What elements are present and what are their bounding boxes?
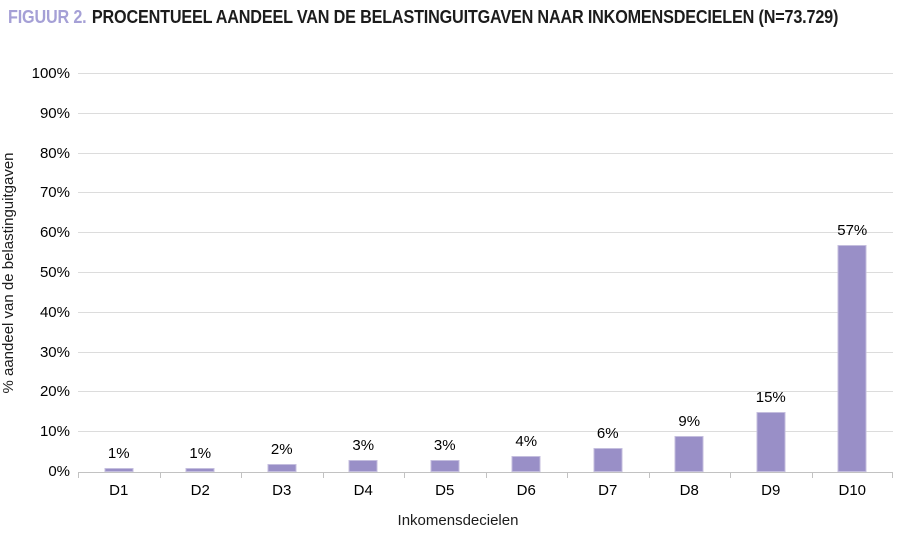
y-tick-label-70: 70% — [39, 184, 70, 202]
x-category-label-D3: D3 — [272, 482, 292, 499]
x-category-label-D2: D2 — [190, 482, 210, 499]
x-category-label-D1: D1 — [109, 482, 129, 499]
x-category-label-D5: D5 — [435, 482, 455, 499]
x-axis-title: Inkomensdecielen — [397, 512, 519, 529]
x-axis-tick — [78, 473, 79, 478]
bar-slot-D10: 57% — [812, 74, 894, 472]
gridline-50 — [78, 272, 893, 273]
x-axis-tick — [812, 473, 813, 478]
y-tick-label-100: 100% — [31, 65, 70, 82]
bar-slot-D7: 6% — [567, 74, 649, 472]
x-axis-tick — [404, 473, 405, 478]
bar-slot-D5: 3% — [404, 74, 486, 472]
bar-D1 — [104, 468, 134, 472]
x-axis-tick — [323, 473, 324, 478]
gridline-20 — [78, 391, 893, 393]
gridline-70 — [78, 192, 893, 194]
y-tick-label-10: 10% — [39, 423, 70, 441]
x-category-label-D9: D9 — [761, 482, 781, 499]
x-axis-tick — [486, 473, 487, 478]
x-category-label-D7: D7 — [598, 482, 618, 499]
gridline-30 — [78, 351, 893, 353]
bar-D3 — [267, 464, 297, 472]
bar-value-label-D10: 57% — [837, 222, 868, 239]
x-category-label-D10: D10 — [838, 482, 867, 499]
figure-title-prefix: FIGUUR 2. — [8, 7, 87, 27]
plot-area: 1% 1% 2% 3% 3% 4% 6% 9% 15% 57% — [78, 73, 894, 478]
gridline-40 — [78, 311, 893, 313]
x-category-label-D8: D8 — [679, 482, 699, 499]
x-axis-tick — [730, 473, 731, 478]
x-category-label-D6: D6 — [516, 482, 536, 499]
bar-slot-D1: 1% — [78, 74, 160, 472]
bar-value-label-D4: 3% — [352, 437, 375, 454]
x-axis-tick — [892, 473, 893, 478]
y-tick-label-50: 50% — [39, 264, 70, 281]
bar-value-label-D2: 1% — [189, 445, 212, 462]
y-tick-label-60: 60% — [39, 224, 70, 242]
bar-slot-D3: 2% — [241, 74, 323, 472]
y-tick-label-0: 0% — [48, 463, 70, 480]
bar-slot-D9: 15% — [730, 74, 812, 472]
bar-D9 — [756, 412, 786, 472]
bar-slot-D4: 3% — [323, 74, 405, 472]
figure-title: FIGUUR 2. PROCENTUEEL AANDEEL VAN DE BELA… — [8, 7, 838, 28]
bar-D8 — [674, 436, 704, 472]
bar-D7 — [593, 448, 623, 472]
gridline-90 — [78, 112, 893, 114]
gridline-60 — [78, 232, 893, 234]
y-tick-label-80: 80% — [39, 144, 70, 162]
bar-slot-D2: 1% — [160, 74, 242, 472]
bar-D2 — [185, 468, 215, 472]
x-axis-tick — [160, 473, 161, 478]
y-tick-label-90: 90% — [39, 104, 70, 122]
gridline-10 — [78, 431, 893, 433]
bar-value-label-D8: 9% — [678, 413, 701, 430]
y-tick-label-20: 20% — [39, 383, 70, 401]
bar-value-label-D3: 2% — [270, 441, 293, 458]
y-tick-label-30: 30% — [39, 343, 70, 361]
gridline-100 — [78, 73, 893, 74]
x-axis-tick — [649, 473, 650, 478]
y-tick-label-40: 40% — [39, 303, 70, 321]
bar-D4 — [348, 460, 378, 472]
x-category-label-D4: D4 — [353, 482, 373, 499]
bar-value-label-D6: 4% — [515, 433, 538, 450]
x-axis-tick — [241, 473, 242, 478]
bar-value-label-D1: 1% — [107, 445, 130, 462]
bar-slot-D6: 4% — [486, 74, 568, 472]
bar-value-label-D5: 3% — [433, 437, 456, 454]
figure-title-text: PROCENTUEEL AANDEEL VAN DE BELASTINGUITG… — [91, 7, 839, 27]
bar-D6 — [511, 456, 541, 472]
bar-value-label-D7: 6% — [596, 425, 619, 442]
gridline-80 — [78, 152, 893, 154]
bar-D5 — [430, 460, 460, 472]
bar-value-label-D9: 15% — [755, 389, 786, 406]
x-axis-tick — [567, 473, 568, 478]
bar-D10 — [837, 245, 867, 472]
bar-slot-D8: 9% — [649, 74, 731, 472]
